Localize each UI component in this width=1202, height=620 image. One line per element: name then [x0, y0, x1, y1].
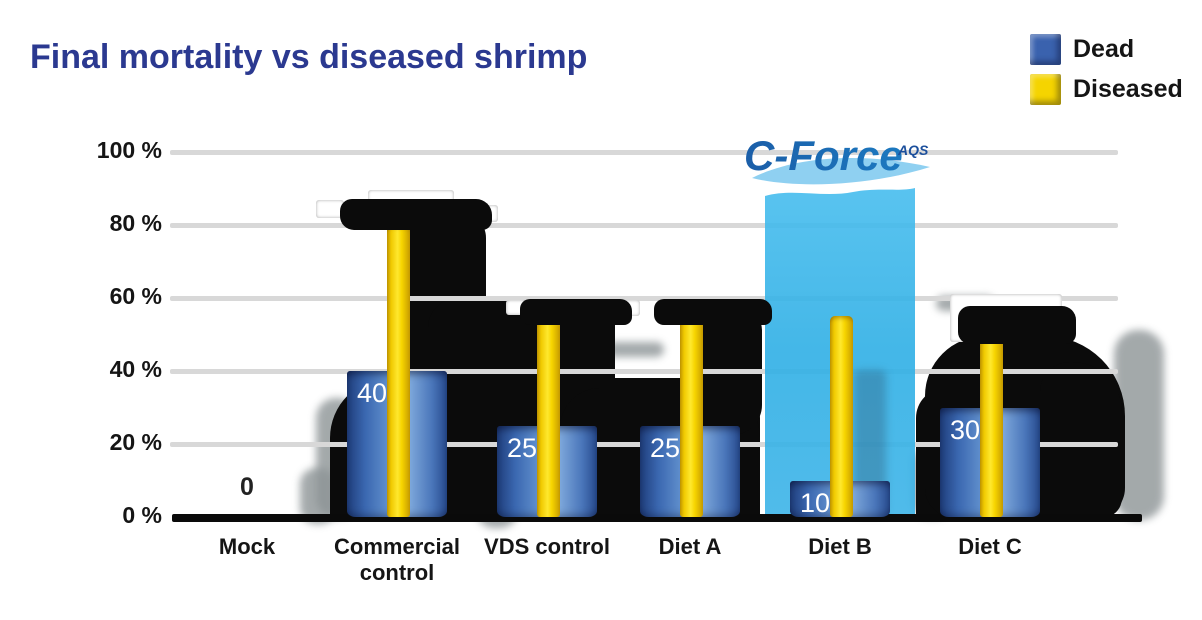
dead-color-swatch [1030, 34, 1061, 65]
shrimp-silhouette [654, 299, 772, 325]
x-category-2: VDS control [484, 534, 610, 559]
bar-value-1: 40 [357, 378, 388, 408]
legend-item-dead: Dead [1030, 34, 1183, 65]
c-force-logo-text: C-Force [744, 132, 903, 179]
chart-title: Final mortality vs diseased shrimp [30, 38, 588, 76]
gridline-40 [170, 369, 1118, 374]
shrimp-silhouette [958, 306, 1076, 344]
c-force-logo-suffix: AQS [897, 142, 929, 158]
x-category-0: Mock [218, 534, 276, 559]
shadow-halo [606, 342, 664, 357]
shrimp-silhouette [340, 199, 492, 230]
y-tick-80: 80 % [109, 210, 162, 236]
legend-label-diseased: Diseased [1073, 75, 1183, 103]
y-tick-100: 100 % [96, 137, 162, 163]
bar-diseased-5 [979, 334, 1003, 517]
bar-diseased-1 [386, 225, 410, 517]
x-category-3: Diet A [658, 534, 722, 559]
bar-value-3: 25 [650, 432, 681, 463]
logo-wave-swoosh [752, 158, 930, 185]
legend: Dead Diseased [1030, 34, 1183, 114]
gridline-80 [170, 223, 1118, 228]
shrimp-highlight [316, 200, 344, 218]
legend-label-dead: Dead [1073, 35, 1135, 63]
x-category-1: Commercial control [334, 534, 460, 586]
bar-value-4: 10 [800, 487, 831, 518]
gridline-60 [170, 296, 1118, 301]
x-axis-line [172, 514, 1142, 522]
x-category-5: Diet C [958, 534, 1022, 559]
y-tick-60: 60 % [109, 283, 162, 309]
y-tick-0: 0 % [122, 502, 162, 528]
gridline-100 [170, 150, 1118, 155]
bar-diseased-4 [829, 316, 853, 517]
legend-item-diseased: Diseased [1030, 74, 1183, 105]
bar-value-0: 0 [240, 473, 254, 501]
bar-value-2: 25 [507, 432, 538, 463]
y-tick-20: 20 % [109, 429, 162, 455]
diseased-color-swatch [1030, 74, 1061, 105]
shrimp-silhouette [520, 299, 632, 325]
y-tick-40: 40 % [109, 356, 162, 382]
shrimp-shadow-blob [1040, 362, 1122, 518]
x-category-4: Diet B [808, 534, 872, 559]
bar-value-5: 30 [950, 414, 981, 445]
bar-diseased-3 [679, 316, 703, 517]
bar-diseased-2 [536, 316, 560, 517]
